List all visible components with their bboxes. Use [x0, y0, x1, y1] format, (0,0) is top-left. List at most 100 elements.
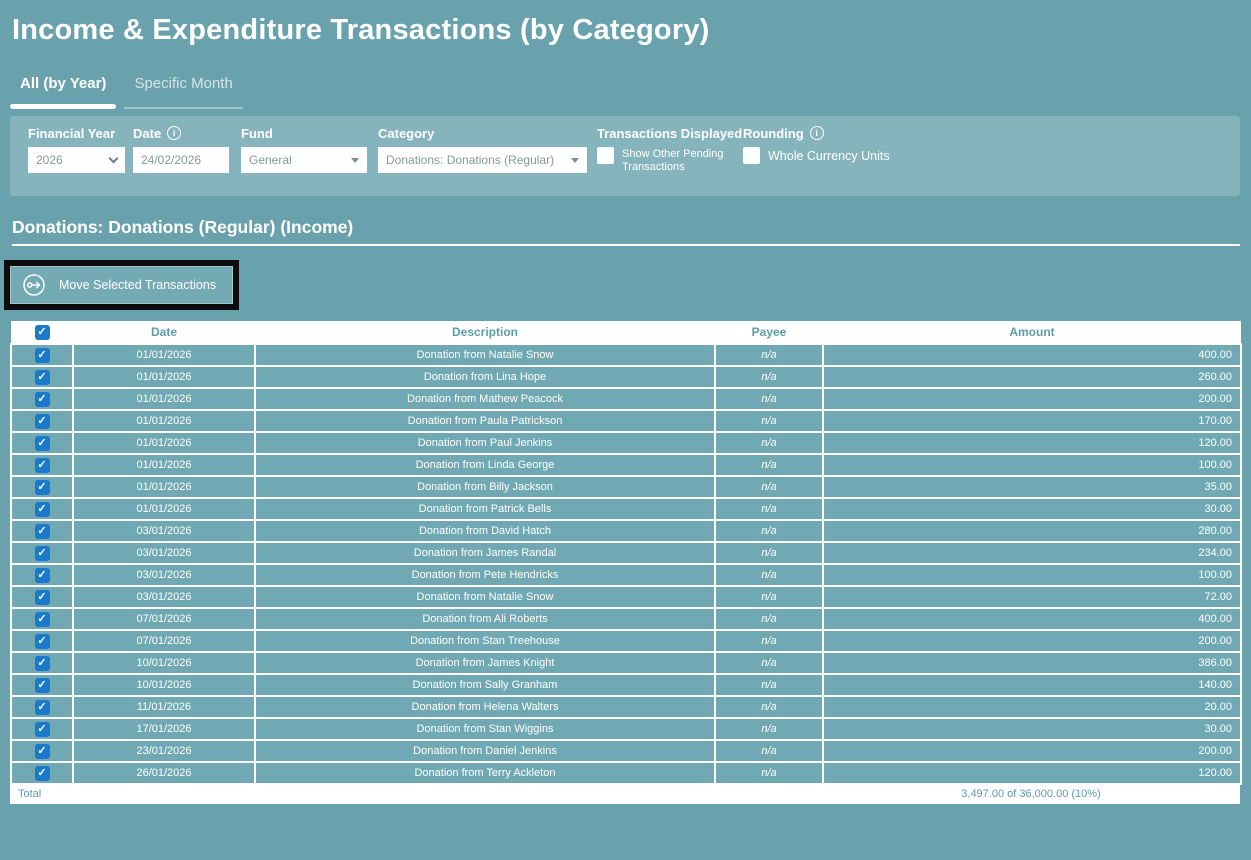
row-checkbox[interactable]: ✓ [34, 369, 50, 385]
row-checkbox[interactable]: ✓ [34, 743, 50, 759]
row-amount: 170.00 [822, 409, 1242, 433]
row-checkbox[interactable]: ✓ [34, 765, 50, 781]
table-row: ✓ 10/01/2026 Donation from Sally Granham… [10, 673, 1242, 697]
category-group: Category Donations: Donations (Regular) [378, 125, 587, 173]
row-date: 07/01/2026 [72, 607, 256, 631]
category-value: Donations: Donations (Regular) [386, 153, 555, 167]
row-date: 03/01/2026 [72, 519, 256, 543]
date-input[interactable] [133, 147, 229, 173]
select-all-checkbox[interactable]: ✓ [34, 324, 50, 340]
row-amount: 30.00 [822, 497, 1242, 521]
row-amount: 100.00 [822, 563, 1242, 587]
row-payee: n/a [714, 563, 824, 587]
whole-currency-units-label: Whole Currency Units [768, 149, 890, 163]
row-checkbox[interactable]: ✓ [34, 677, 50, 693]
show-other-pending-checkbox[interactable] [597, 147, 614, 164]
table-row: ✓ 26/01/2026 Donation from Terry Ackleto… [10, 761, 1242, 785]
table-row: ✓ 23/01/2026 Donation from Daniel Jenkin… [10, 739, 1242, 763]
table-row: ✓ 03/01/2026 Donation from Pete Hendrick… [10, 563, 1242, 587]
payee-column-header[interactable]: Payee [715, 321, 823, 344]
row-amount: 100.00 [822, 453, 1242, 477]
row-date: 26/01/2026 [72, 761, 256, 785]
row-description: Donation from Daniel Jenkins [254, 739, 716, 763]
tab-specific-month[interactable]: Specific Month [124, 75, 244, 109]
description-column-header[interactable]: Description [255, 321, 715, 344]
row-date: 01/01/2026 [72, 431, 256, 455]
row-amount: 120.00 [822, 431, 1242, 455]
row-checkbox[interactable]: ✓ [34, 501, 50, 517]
table-row: ✓ 03/01/2026 Donation from Natalie Snow … [10, 585, 1242, 609]
show-other-pending-label: Show Other Pending Transactions [622, 148, 724, 173]
row-date: 07/01/2026 [72, 629, 256, 653]
whole-currency-units-checkbox[interactable] [743, 147, 760, 164]
table-row: ✓ 01/01/2026 Donation from Patrick Bells… [10, 497, 1242, 521]
row-checkbox-cell: ✓ [10, 673, 74, 697]
row-checkbox[interactable]: ✓ [34, 347, 50, 363]
info-icon[interactable]: i [167, 126, 182, 140]
financial-year-label: Financial Year [28, 125, 116, 141]
amount-column-header[interactable]: Amount [823, 321, 1241, 344]
row-checkbox[interactable]: ✓ [34, 699, 50, 715]
row-checkbox[interactable]: ✓ [34, 545, 50, 561]
row-checkbox-cell: ✓ [10, 365, 74, 389]
info-icon[interactable]: i [809, 126, 824, 140]
row-checkbox[interactable]: ✓ [34, 413, 50, 429]
total-value: 3,497.00 of 36,000.00 (10%) [961, 788, 1101, 800]
row-payee: n/a [714, 475, 824, 499]
row-checkbox[interactable]: ✓ [34, 589, 50, 605]
table-row: ✓ 03/01/2026 Donation from David Hatch n… [10, 519, 1242, 543]
row-checkbox-cell: ✓ [10, 453, 74, 477]
row-payee: n/a [714, 409, 824, 433]
fund-value: General [249, 153, 292, 167]
row-checkbox[interactable]: ✓ [34, 391, 50, 407]
row-checkbox[interactable]: ✓ [34, 567, 50, 583]
row-checkbox[interactable]: ✓ [34, 633, 50, 649]
table-row: ✓ 17/01/2026 Donation from Stan Wiggins … [10, 717, 1242, 741]
row-description: Donation from David Hatch [254, 519, 716, 543]
select-all-header-cell: ✓ [11, 321, 73, 344]
table-row: ✓ 01/01/2026 Donation from Lina Hope n/a… [10, 365, 1242, 389]
move-selected-transactions-button[interactable]: Move Selected Transactions [10, 266, 234, 304]
row-description: Donation from Terry Ackleton [254, 761, 716, 785]
row-checkbox[interactable]: ✓ [34, 721, 50, 737]
row-amount: 260.00 [822, 365, 1242, 389]
tab-all-by-year[interactable]: All (by Year) [10, 75, 117, 109]
row-checkbox[interactable]: ✓ [34, 655, 50, 671]
financial-year-select[interactable]: 2026 [28, 147, 125, 173]
table-row: ✓ 01/01/2026 Donation from Linda George … [10, 453, 1242, 477]
table-row: ✓ 10/01/2026 Donation from James Knight … [10, 651, 1242, 675]
row-description: Donation from Sally Granham [254, 673, 716, 697]
table-row: ✓ 07/01/2026 Donation from Stan Treehous… [10, 629, 1242, 653]
category-select[interactable]: Donations: Donations (Regular) [378, 147, 587, 173]
row-amount: 120.00 [822, 761, 1242, 785]
row-description: Donation from James Randal [254, 541, 716, 565]
row-description: Donation from Patrick Bells [254, 497, 716, 521]
date-group: Date i [133, 125, 229, 173]
category-label: Category [378, 125, 435, 141]
row-amount: 200.00 [822, 739, 1242, 763]
row-payee: n/a [714, 519, 824, 543]
row-amount: 200.00 [822, 387, 1242, 411]
row-checkbox-cell: ✓ [10, 607, 74, 631]
row-description: Donation from James Knight [254, 651, 716, 675]
row-date: 01/01/2026 [72, 365, 256, 389]
row-payee: n/a [714, 739, 824, 763]
row-date: 23/01/2026 [72, 739, 256, 763]
row-amount: 400.00 [822, 607, 1242, 631]
row-checkbox[interactable]: ✓ [34, 611, 50, 627]
row-date: 10/01/2026 [72, 651, 256, 675]
row-checkbox[interactable]: ✓ [34, 435, 50, 451]
row-checkbox[interactable]: ✓ [34, 479, 50, 495]
row-amount: 140.00 [822, 673, 1242, 697]
row-checkbox[interactable]: ✓ [34, 523, 50, 539]
row-payee: n/a [714, 365, 824, 389]
rounding-label: Rounding [743, 125, 804, 141]
chevron-down-icon [108, 153, 119, 163]
row-amount: 72.00 [822, 585, 1242, 609]
fund-select[interactable]: General [241, 147, 367, 173]
fund-group: Fund General [241, 125, 367, 173]
row-checkbox[interactable]: ✓ [34, 457, 50, 473]
circle-arrow-right-icon [23, 274, 45, 296]
row-payee: n/a [714, 497, 824, 521]
date-column-header[interactable]: Date [73, 321, 255, 344]
